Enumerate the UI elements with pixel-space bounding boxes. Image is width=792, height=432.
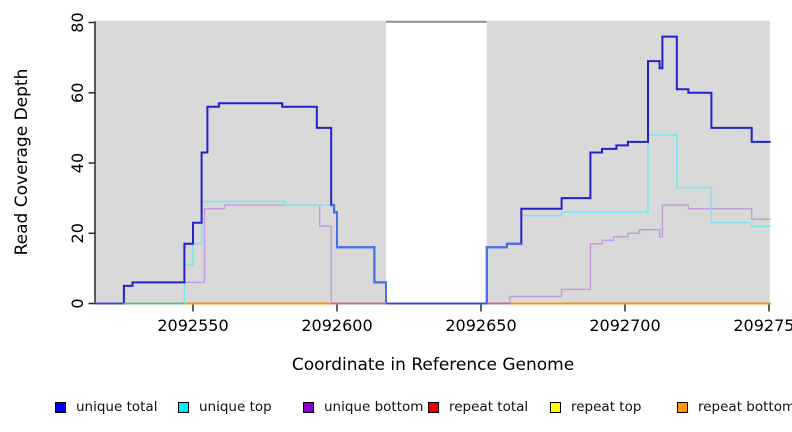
y-axis: 0 20 40 60 80 (68, 12, 96, 309)
legend-item-unique-total: unique total (55, 399, 157, 415)
x-axis: 2092550 2092600 2092650 2092700 2092750 (157, 304, 792, 335)
repeat-top-swatch-icon (550, 401, 561, 413)
y-tick-label: 20 (68, 223, 87, 243)
background-region (94, 20, 387, 304)
repeat-bottom-swatch-icon (677, 401, 688, 413)
unique-total-swatch-icon (55, 401, 66, 413)
legend-label: unique total (76, 399, 158, 415)
legend-item-repeat-bottom: repeat bottom (677, 399, 792, 415)
legend-item-unique-top: unique top (178, 399, 272, 415)
y-axis-title: Read Coverage Depth (12, 68, 32, 256)
x-tick-label: 2092700 (589, 316, 660, 335)
repeat-total-swatch-icon (428, 401, 439, 413)
y-tick-label: 40 (68, 153, 87, 173)
x-tick-label: 2092650 (445, 316, 516, 335)
legend-label: unique bottom (324, 399, 424, 415)
unique-bottom-swatch-icon (303, 401, 314, 413)
x-tick-label: 2092600 (301, 316, 372, 335)
legend-item-repeat-total: repeat total (428, 399, 528, 415)
y-tick-label: 80 (68, 12, 87, 32)
background-region (486, 20, 770, 304)
x-axis-title: Coordinate in Reference Genome (291, 355, 575, 375)
legend-label: repeat top (571, 399, 642, 415)
series-unique_bottom (94, 204, 771, 305)
x-tick-label: 2092750 (733, 316, 792, 335)
legend-label: repeat total (449, 399, 529, 415)
y-tick-label: 60 (68, 83, 87, 103)
legend-label: repeat bottom (698, 399, 792, 415)
y-tick-label: 0 (68, 298, 87, 308)
legend-label: unique top (199, 399, 272, 415)
unique-top-swatch-icon (178, 401, 189, 413)
legend-item-unique-bottom: unique bottom (303, 399, 423, 415)
legend-item-repeat-top: repeat top (550, 399, 641, 415)
x-tick-label: 2092550 (157, 316, 228, 335)
